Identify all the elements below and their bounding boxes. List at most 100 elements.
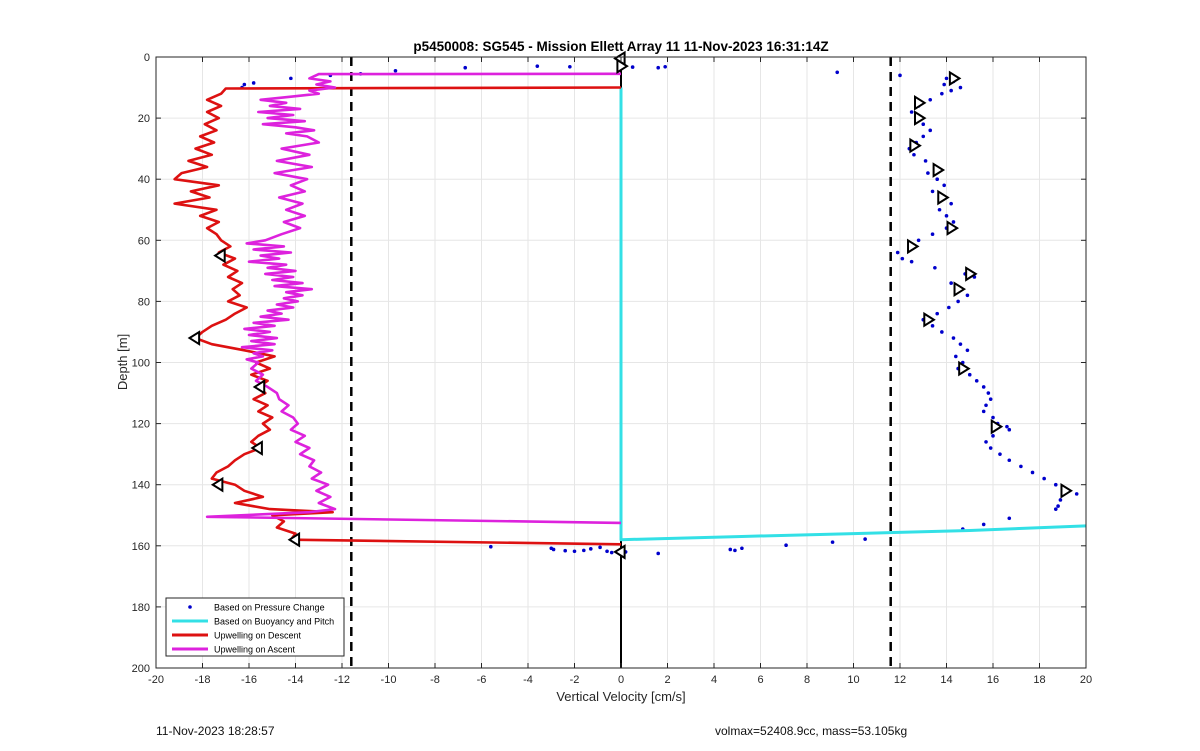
descent-marker	[287, 531, 301, 548]
pressure-change-point	[909, 110, 914, 114]
pressure-change-point	[568, 64, 572, 69]
pressure-change-point	[947, 305, 951, 310]
ascent-marker	[990, 418, 1004, 435]
pressure-change-point	[930, 232, 935, 236]
pressure-change-point	[958, 85, 963, 90]
pressure-change-point	[988, 397, 993, 401]
ascent-marker	[965, 266, 978, 282]
x-tick-label: 8	[804, 674, 810, 686]
pressure-change-point	[991, 434, 995, 438]
legend: Based on Pressure Change Based on Buoyanc…	[165, 597, 345, 657]
pressure-change-point	[1042, 476, 1046, 481]
pressure-change-point	[656, 551, 660, 556]
descent-marker	[187, 330, 201, 346]
pressure-change-point	[956, 299, 960, 304]
ascent-marker	[932, 162, 946, 178]
y-axis-label: Depth [m]	[115, 334, 130, 390]
generated-timestamp: 11-Nov-2023 18:28:57	[156, 724, 275, 738]
pressure-change-point	[1005, 424, 1009, 429]
pressure-change-point	[1007, 516, 1012, 521]
upwelling-on-descent-line	[173, 86, 622, 546]
markers	[187, 50, 1073, 560]
pressure-change-point	[967, 372, 972, 377]
y-tick-label: 80	[138, 296, 150, 308]
x-tick-label: 14	[940, 674, 952, 686]
legend-swatch-dot	[188, 605, 192, 609]
pressure-change-point	[928, 97, 933, 102]
pressure-change-point	[921, 134, 926, 139]
y-tick-label: 0	[144, 52, 150, 64]
pressure-change-point	[588, 547, 593, 551]
x-tick-label: 0	[618, 674, 624, 686]
pressure-change-point	[1074, 492, 1079, 496]
pressure-change-point	[954, 354, 958, 359]
legend-entry: Upwelling on Descent	[214, 631, 302, 641]
legend-entry: Based on Buoyancy and Pitch	[214, 617, 334, 627]
pressure-change-point	[926, 171, 930, 175]
y-tick-label: 100	[132, 358, 150, 370]
pressure-change-point	[863, 537, 867, 541]
x-tick-label: 10	[847, 674, 859, 686]
series	[173, 64, 1087, 556]
pressure-change-point	[984, 403, 988, 408]
pressure-change-point	[988, 446, 993, 450]
x-tick-label: -6	[477, 674, 487, 686]
y-tick-label: 40	[138, 174, 150, 186]
pressure-change-point	[991, 415, 995, 420]
x-tick-label: 2	[664, 674, 670, 686]
ascent-marker	[907, 238, 920, 255]
ascent-marker	[1060, 483, 1073, 499]
pressure-change-point	[572, 549, 577, 554]
pressure-change-point	[535, 64, 540, 68]
pressure-change-point	[921, 122, 926, 127]
pressure-change-point	[898, 73, 902, 78]
ascent-marker	[946, 220, 960, 236]
y-tick-label: 120	[132, 419, 150, 431]
pressure-change-point	[630, 65, 635, 69]
pressure-change-point	[981, 385, 986, 389]
ascent-marker	[914, 95, 927, 111]
y-tick-label: 60	[138, 235, 150, 247]
pressure-change-point	[949, 201, 953, 206]
pressure-change-point	[935, 311, 939, 316]
pressure-change-point	[784, 543, 788, 547]
pressure-change-point	[951, 336, 956, 340]
pressure-change-point	[605, 549, 609, 554]
legend-entry: Upwelling on Ascent	[214, 645, 296, 655]
ascent-marker	[958, 360, 971, 377]
ascent-marker	[909, 137, 922, 154]
ascent-marker	[937, 189, 950, 206]
pressure-change-point	[974, 379, 979, 383]
descent-marker	[250, 440, 263, 456]
pressure-change-point	[965, 293, 970, 298]
upwelling-on-ascent-line	[205, 72, 622, 525]
x-tick-label: 18	[1033, 674, 1045, 686]
pressure-change-point	[940, 91, 944, 96]
pressure-change-point	[965, 348, 970, 353]
pressure-change-point	[895, 250, 900, 255]
ascent-marker	[914, 110, 927, 126]
based-on-buoyancy-and-pitch-line	[619, 87, 1087, 542]
pressure-change-point	[609, 550, 614, 555]
pressure-change-point	[940, 330, 944, 334]
descent-marker	[213, 247, 226, 264]
pressure-change-point	[944, 214, 949, 218]
pressure-change-point	[937, 207, 942, 212]
pressure-change-point	[549, 546, 554, 551]
pressure-change-point	[489, 544, 493, 549]
descent-marker	[210, 476, 224, 493]
pressure-change-point	[393, 68, 398, 73]
x-tick-label: 16	[987, 674, 999, 686]
ascent-marker	[923, 311, 936, 328]
x-tick-label: -4	[523, 674, 533, 686]
pressure-change-point	[930, 189, 935, 194]
pressure-change-point	[1053, 507, 1058, 511]
pressure-change-point	[981, 522, 986, 527]
pressure-change-point	[949, 88, 953, 93]
pressure-change-point	[663, 64, 667, 69]
pressure-change-point	[1007, 427, 1012, 432]
pressure-change-point	[942, 82, 946, 87]
x-tick-label: -2	[570, 674, 580, 686]
pressure-change-point	[923, 159, 928, 163]
